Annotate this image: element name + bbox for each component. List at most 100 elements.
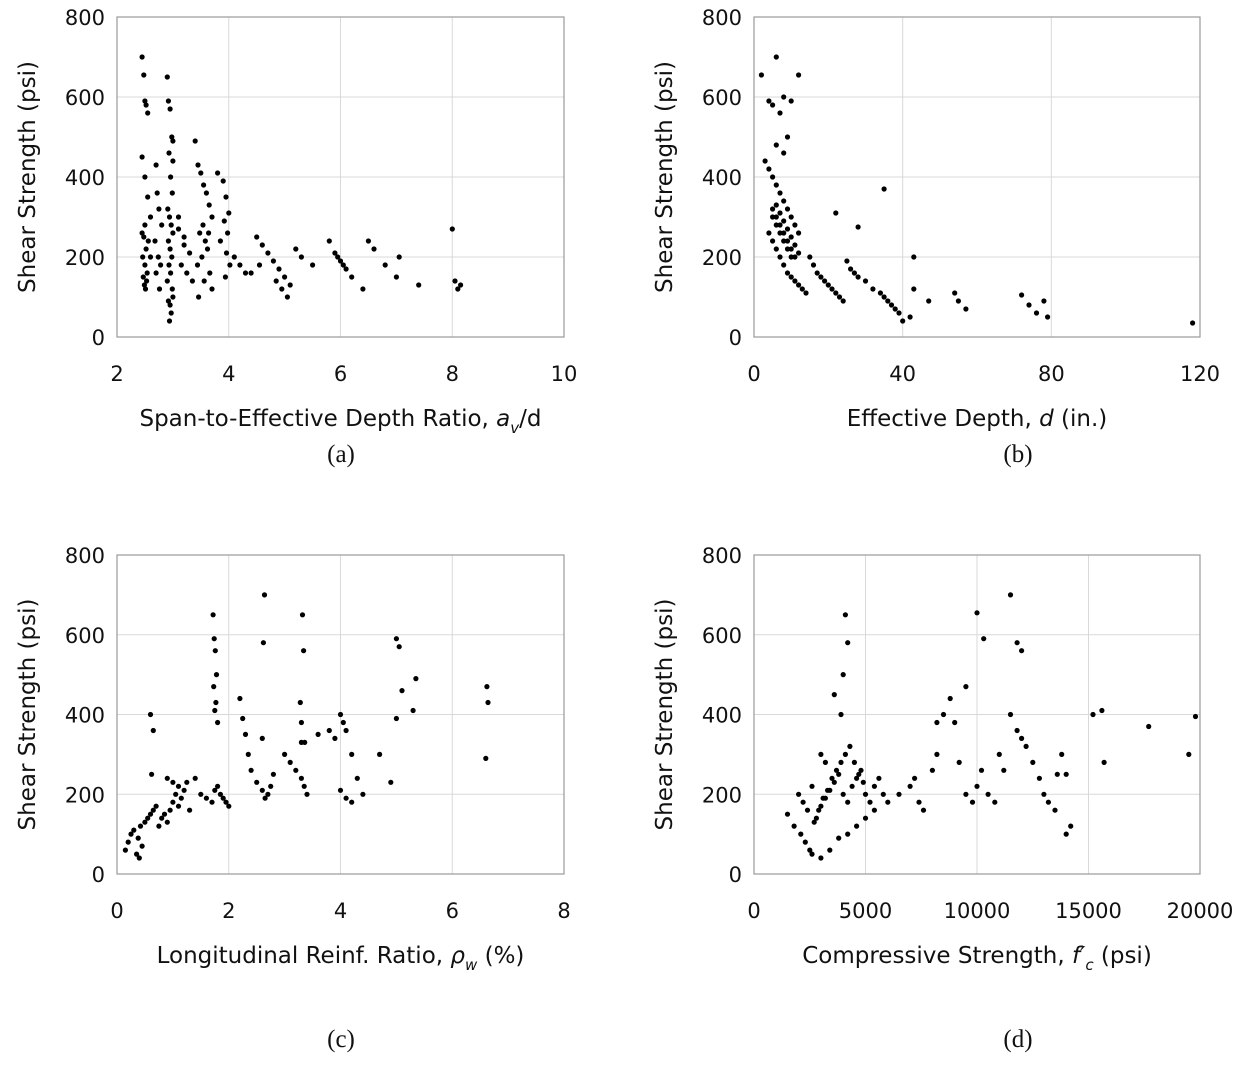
data-point <box>197 230 203 236</box>
data-point <box>142 286 149 292</box>
data-point <box>168 270 174 276</box>
data-point <box>360 791 366 797</box>
data-point <box>125 839 131 845</box>
data-point <box>259 735 265 742</box>
data-point <box>838 711 844 718</box>
data-point <box>773 182 779 188</box>
data-point <box>818 855 824 861</box>
data-point <box>1186 751 1192 758</box>
data-point <box>192 775 198 781</box>
data-point <box>934 751 940 758</box>
data-point <box>139 230 145 236</box>
data-point <box>1063 771 1069 777</box>
data-point <box>911 286 917 292</box>
data-point <box>349 799 355 805</box>
data-point <box>818 274 824 280</box>
data-point <box>833 290 839 296</box>
data-point <box>211 684 217 690</box>
data-point <box>221 218 227 224</box>
data-point <box>164 775 170 781</box>
data-point <box>777 110 783 116</box>
data-point <box>820 795 826 801</box>
data-point <box>1007 711 1014 718</box>
data-point <box>929 767 936 773</box>
data-point <box>792 254 798 260</box>
data-point <box>788 254 794 260</box>
data-point <box>259 787 265 793</box>
data-point <box>758 72 765 78</box>
data-point <box>175 803 182 809</box>
data-point <box>201 182 207 188</box>
data-point <box>298 254 304 260</box>
data-point <box>916 799 922 805</box>
data-point <box>254 779 260 785</box>
data-point <box>777 210 783 216</box>
data-point <box>1014 640 1020 646</box>
x-axis-label-unit: (psi) <box>1094 943 1152 969</box>
data-point <box>845 799 851 805</box>
data-point <box>143 102 149 108</box>
data-point <box>1026 302 1032 308</box>
data-point <box>262 795 268 801</box>
data-point <box>326 238 332 244</box>
y-tick-label: 800 <box>702 6 742 30</box>
data-point <box>781 94 787 100</box>
data-point <box>158 262 164 268</box>
data-point <box>194 262 201 268</box>
data-point <box>284 294 290 300</box>
data-point <box>900 318 906 324</box>
data-point <box>167 246 173 252</box>
data-point <box>840 791 846 797</box>
x-axis-label-variable: f′ <box>1072 943 1086 969</box>
data-point <box>845 831 851 837</box>
y-tick-label: 0 <box>92 326 105 350</box>
data-point <box>142 98 148 104</box>
data-point <box>838 759 844 766</box>
data-point <box>940 711 947 718</box>
data-point <box>195 162 201 168</box>
data-point <box>245 751 251 758</box>
data-point <box>215 783 221 789</box>
chart-panel-a: 0 200 400 600 800 2 4 6 8 10 Shear Strength (psi) S… <box>15 6 577 468</box>
data-point <box>159 222 165 228</box>
data-point <box>226 210 232 216</box>
data-point <box>145 238 151 244</box>
data-point <box>788 246 794 252</box>
data-point <box>798 831 804 837</box>
x-tick-label: 0 <box>747 362 760 386</box>
data-point <box>301 648 307 654</box>
data-point <box>147 711 154 718</box>
data-point <box>1190 320 1196 326</box>
data-point <box>282 274 288 280</box>
data-point <box>181 242 187 248</box>
data-point <box>1030 759 1036 766</box>
data-point <box>136 855 142 861</box>
x-tick-label: 2 <box>222 899 235 923</box>
chart-panel-b: 0 200 400 600 800 0 40 80 120 Shear Strength (psi… <box>652 6 1220 468</box>
data-point <box>856 771 862 777</box>
data-point <box>365 238 371 244</box>
y-tick-label: 200 <box>65 783 105 807</box>
data-point <box>139 843 145 849</box>
data-point <box>791 823 797 829</box>
data-point <box>458 282 464 288</box>
data-point <box>978 767 985 773</box>
x-axis-label-text: Span-to-Effective Depth Ratio, <box>139 406 496 432</box>
data-point <box>396 254 402 260</box>
data-point <box>142 222 148 228</box>
data-point <box>851 270 858 276</box>
data-point <box>153 162 159 168</box>
x-axis-label: Compressive Strength, f′c (psi) <box>802 943 1152 974</box>
data-point <box>240 715 246 722</box>
data-point <box>792 242 798 248</box>
data-point <box>911 254 917 260</box>
scatter-points <box>784 592 1199 861</box>
data-point <box>377 751 383 758</box>
data-point <box>343 727 349 734</box>
data-point <box>1019 292 1025 298</box>
data-point <box>836 294 843 300</box>
data-point <box>212 707 218 714</box>
data-point <box>248 270 254 276</box>
data-point <box>259 242 265 248</box>
data-point <box>297 699 303 706</box>
